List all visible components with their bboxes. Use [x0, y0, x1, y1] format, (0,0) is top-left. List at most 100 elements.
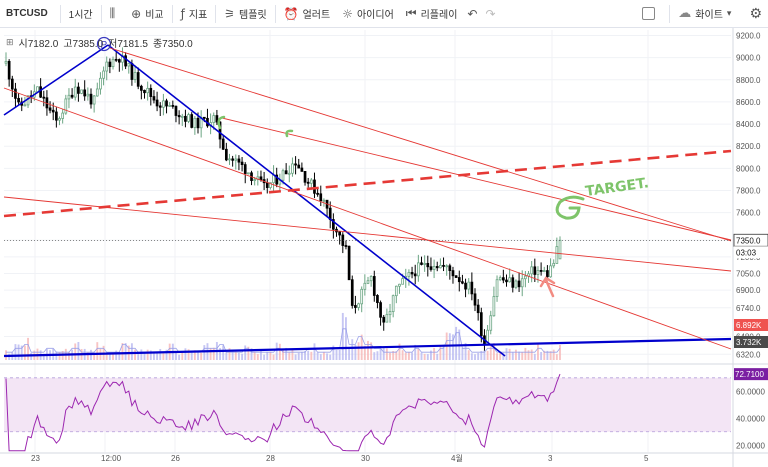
candle-down	[338, 231, 342, 236]
ideas-button[interactable]: ☼ 아이디어	[336, 0, 400, 28]
volume-bar	[379, 348, 382, 360]
volume-ref-tag: 6.892K	[736, 321, 762, 330]
candle-up	[520, 278, 524, 288]
candle-down	[517, 280, 521, 288]
volume-bar	[392, 351, 395, 360]
volume-bar	[256, 354, 259, 360]
candle-up	[508, 277, 511, 283]
volume-bar	[212, 347, 215, 360]
volume-bar	[483, 350, 486, 360]
candle-up	[432, 266, 436, 270]
candle-up	[64, 98, 68, 114]
resistance-line-red-1	[109, 47, 732, 242]
candle-down	[48, 107, 52, 111]
candle-down	[306, 181, 310, 184]
volume-bar	[134, 349, 137, 360]
theme-button[interactable]: ☁ 화이트 ▾	[672, 0, 741, 28]
volume-bar	[209, 348, 212, 360]
gear-icon[interactable]: ⚙	[749, 5, 762, 22]
replay-label: 리플레이	[420, 10, 458, 21]
volume-bar	[124, 343, 127, 360]
toolbar-divider	[669, 4, 671, 23]
volume-bar	[395, 351, 398, 360]
templates-button[interactable]: ⚞ 템플릿	[218, 0, 272, 28]
candle-up	[542, 270, 546, 272]
candle-down	[546, 270, 549, 278]
redo-icon[interactable]: ↷	[485, 6, 496, 21]
candle-down	[354, 305, 357, 308]
volume-bar	[439, 345, 442, 360]
undo-icon[interactable]: ↶	[467, 6, 478, 21]
volume-bar	[74, 343, 77, 360]
volume-bar	[407, 352, 410, 360]
x-tick-label: 5	[644, 454, 649, 463]
volume-bar	[420, 352, 423, 360]
collapse-legend-icon[interactable]: ⊞	[6, 37, 14, 48]
price-chart[interactable]: 9200.0 9000.0 8800.0 8600.0 8400.0 8200.0 8000…	[0, 28, 768, 467]
volume-bar	[20, 345, 23, 360]
fullscreen-toggle-checkbox[interactable]	[642, 7, 656, 20]
volume-bar	[549, 351, 552, 360]
compare-button[interactable]: ⊕ 비교	[125, 0, 169, 28]
target-g-scribble	[555, 195, 585, 220]
candle-up	[36, 86, 39, 93]
volume-bar	[275, 342, 278, 360]
candle-down	[42, 96, 46, 99]
volume-bar	[398, 343, 401, 360]
volume-bar	[345, 317, 347, 360]
volume-bar	[530, 349, 533, 360]
candle-up	[212, 115, 216, 123]
volume-group	[5, 312, 561, 360]
candle-down	[243, 164, 247, 174]
toolbar-divider	[274, 4, 276, 23]
replay-button[interactable]: ⏮ 리플레이	[400, 0, 464, 28]
volume-value-tag-bg	[734, 336, 768, 348]
volume-bar	[316, 352, 319, 360]
candle-down	[410, 272, 414, 275]
volume-bar	[27, 337, 29, 360]
candle-down	[143, 89, 146, 94]
volume-bar	[414, 344, 417, 360]
volume-bar	[225, 352, 228, 360]
y-tick-label: 6900.0	[736, 286, 761, 295]
candle-up	[385, 314, 389, 323]
volume-bar	[332, 345, 335, 360]
candle-up	[388, 311, 392, 316]
candle-down	[300, 167, 304, 172]
alerts-button[interactable]: ⏰ 얼러트	[278, 0, 337, 28]
candle-up	[23, 104, 27, 107]
candle-down	[237, 158, 241, 163]
candle-down	[7, 60, 11, 80]
candle-down	[140, 85, 143, 91]
indicators-button[interactable]: ƒ 지표	[175, 0, 214, 28]
candle-down	[505, 279, 508, 283]
candle-down	[14, 88, 17, 99]
volume-bar	[338, 349, 341, 360]
volume-bar	[244, 345, 247, 360]
candle-down	[284, 170, 288, 175]
candle-up	[95, 88, 99, 97]
candle-down	[372, 276, 376, 296]
interval-button[interactable]: 1시간	[68, 10, 93, 21]
y-tick-label: 8600.0	[736, 98, 761, 107]
candle-down	[10, 78, 14, 90]
volume-bar	[285, 347, 288, 360]
volume-bar	[363, 345, 366, 360]
candle-down	[39, 86, 42, 98]
y-tick-label: 8200.0	[736, 142, 761, 151]
ideas-label: 아이디어	[356, 10, 394, 21]
symbol-search[interactable]: BTCUSD	[6, 8, 48, 19]
candle-up	[146, 87, 149, 94]
volume-bar	[329, 354, 332, 360]
volume-bar	[118, 352, 121, 360]
volume-bar	[351, 339, 354, 360]
candle-down	[70, 94, 74, 98]
volume-bar	[385, 348, 388, 360]
candle-down	[435, 266, 439, 269]
ohlc-high: 고7385.0	[63, 39, 104, 50]
candle-down	[294, 163, 297, 166]
y-tick-label: 8000.0	[736, 164, 761, 173]
volume-bar	[156, 351, 159, 360]
candle-style-button[interactable]: ⫼	[104, 0, 126, 28]
candle-up	[80, 89, 83, 94]
